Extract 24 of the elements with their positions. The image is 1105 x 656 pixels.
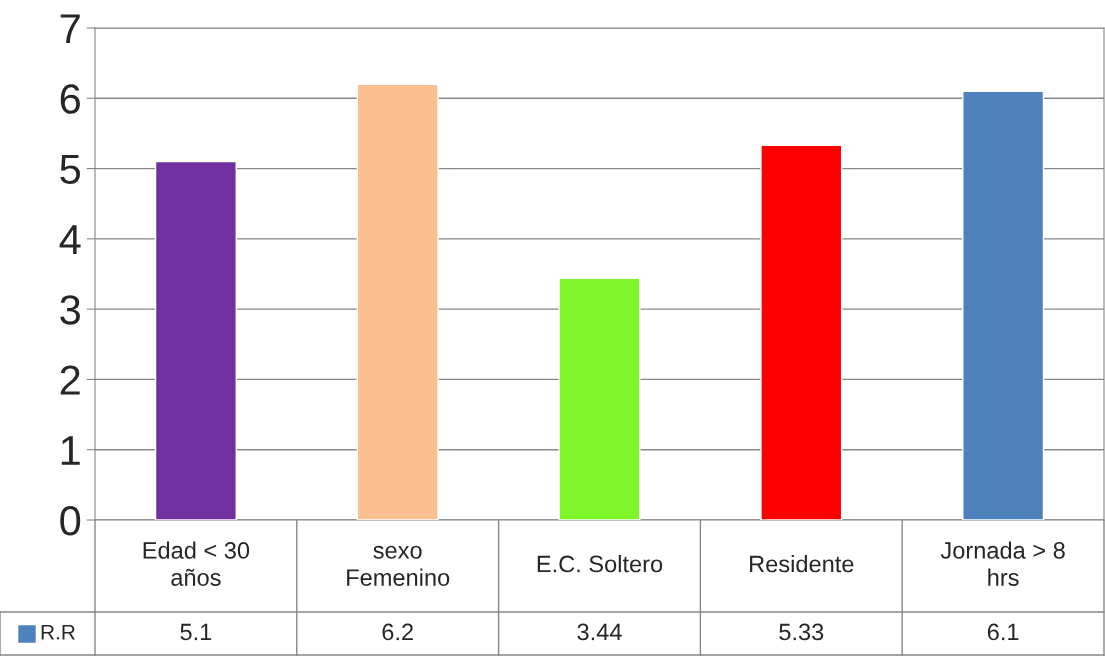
bar: [558, 277, 641, 520]
bar: [962, 90, 1045, 520]
data-label: 6.1: [987, 623, 1019, 641]
bar: [154, 160, 237, 520]
x-tick-label: Edad < 30 años: [143, 541, 250, 586]
x-tick-label: Residente: [750, 554, 854, 573]
y-tick-label: 1: [61, 436, 80, 465]
x-tick-label: Jornada > 8 hrs: [940, 541, 1065, 586]
bar: [356, 83, 439, 520]
data-label: 3.44: [577, 623, 622, 641]
legend-label: R.R: [41, 625, 75, 640]
y-tick-label: 6: [60, 84, 80, 114]
y-tick-label: 5: [60, 155, 81, 185]
bar: [760, 144, 843, 520]
data-label: 5.33: [779, 623, 824, 641]
x-tick-label: E.C. Soltero: [537, 554, 663, 573]
data-label: 5.1: [180, 623, 212, 641]
y-tick-label: 3: [60, 295, 80, 325]
y-tick-label: 4: [59, 225, 81, 254]
data-label: 6.2: [382, 623, 413, 641]
y-tick-label: 7: [60, 14, 80, 44]
y-tick-label: 2: [60, 365, 80, 395]
y-tick-label: 0: [60, 506, 81, 536]
x-tick-label: sexo Femenino: [347, 545, 450, 586]
